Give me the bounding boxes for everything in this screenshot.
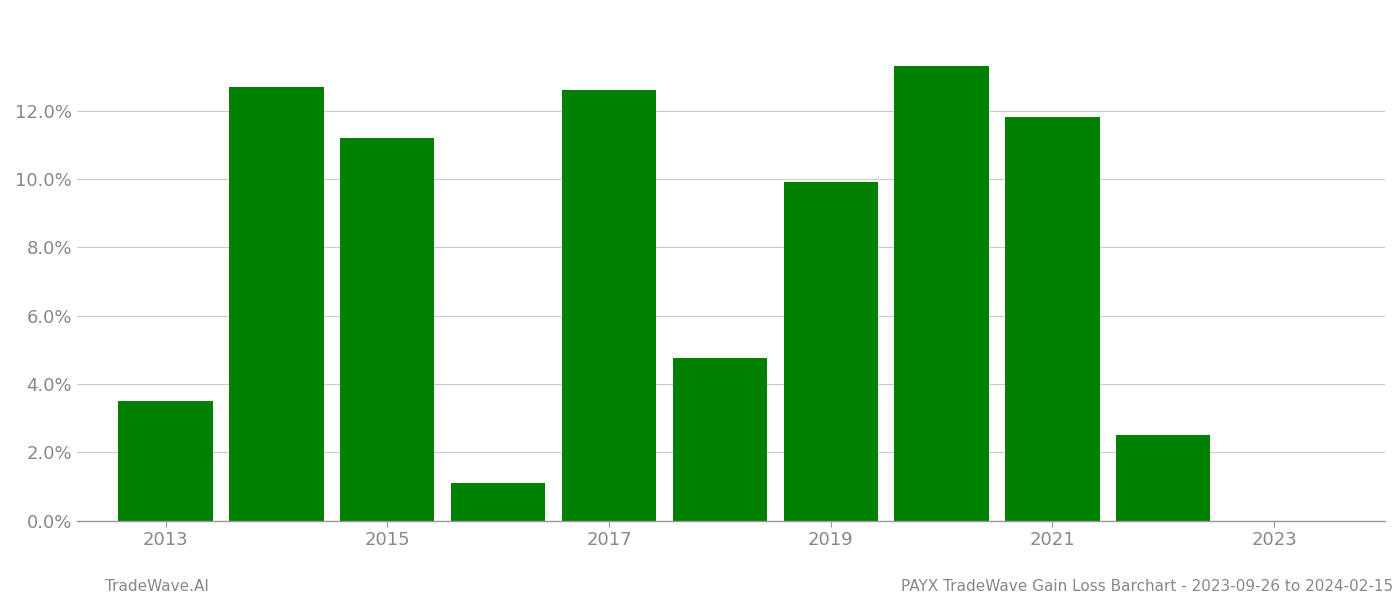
Bar: [561, 90, 657, 521]
Bar: [451, 483, 545, 521]
Bar: [784, 182, 878, 521]
Bar: [673, 358, 767, 521]
Bar: [895, 66, 988, 521]
Bar: [1005, 118, 1099, 521]
Bar: [1116, 435, 1211, 521]
Bar: [119, 401, 213, 521]
Bar: [340, 138, 434, 521]
Text: PAYX TradeWave Gain Loss Barchart - 2023-09-26 to 2024-02-15: PAYX TradeWave Gain Loss Barchart - 2023…: [900, 579, 1393, 594]
Text: TradeWave.AI: TradeWave.AI: [105, 579, 209, 594]
Bar: [230, 87, 323, 521]
